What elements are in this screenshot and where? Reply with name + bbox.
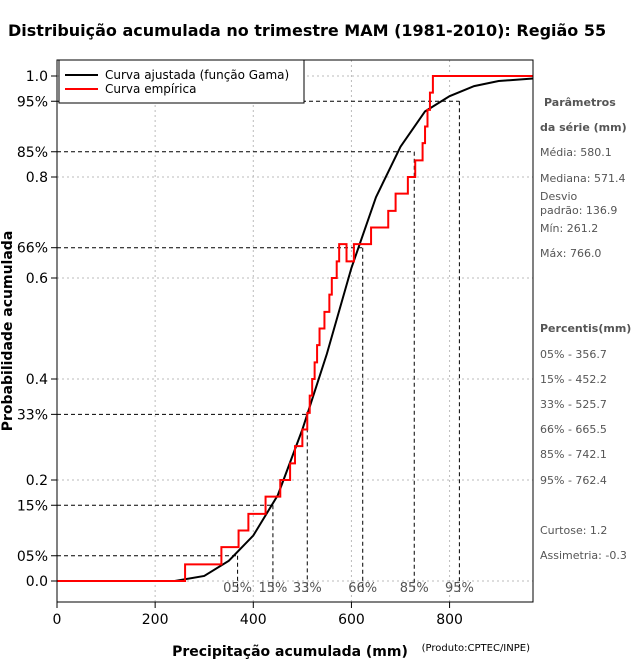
- y-pct-tick-label: 33%: [17, 407, 48, 423]
- y-tick-label: 0.8: [26, 170, 48, 186]
- legend-label-empirical: Curva empírica: [105, 82, 196, 96]
- legend: Curva ajustada (função Gama) Curva empír…: [58, 59, 305, 104]
- grid: [56, 60, 533, 602]
- stat-assimetria: Assimetria: -0.3: [540, 549, 627, 562]
- stat-media: Média: 580.1: [540, 146, 612, 159]
- x-tick-label: 400: [240, 612, 267, 628]
- y-tick-label: 0.2: [26, 473, 48, 489]
- y-axis-label: Probabilidade acumulada: [0, 231, 16, 432]
- x-tick-label: 0: [53, 612, 62, 628]
- stat-p05: 05% - 356.7: [540, 348, 607, 361]
- params-title-2: da série (mm): [540, 121, 627, 134]
- params-title-1: Parâmetros: [544, 96, 616, 109]
- percentile-label: 33%: [293, 581, 322, 596]
- legend-box: [58, 59, 305, 104]
- x-tick-label: 200: [142, 612, 169, 628]
- stat-p95: 95% - 762.4: [540, 474, 607, 487]
- source-note: (Produto:CPTEC/INPE): [422, 643, 530, 654]
- stat-desvio-2: padrão: 136.9: [540, 204, 618, 217]
- series-line-gamma: [57, 77, 534, 582]
- y-pct-tick-label: 15%: [17, 498, 48, 514]
- stat-mediana: Mediana: 571.4: [540, 172, 626, 185]
- stat-curtose: Curtose: 1.2: [540, 524, 608, 537]
- y-tick-label: 0.4: [26, 372, 48, 388]
- x-tick-label: 600: [338, 612, 365, 628]
- x-tick-label: 800: [436, 612, 463, 628]
- percentile-label: 95%: [445, 581, 474, 596]
- stat-p33: 33% - 525.7: [540, 398, 607, 411]
- plot-frame: [56, 59, 534, 603]
- stat-min: Mín: 261.2: [540, 222, 599, 235]
- series-line-empirical: [57, 75, 533, 582]
- percentile-lines: 05% 15% 33% 66% 85% 95%: [57, 100, 474, 596]
- stat-max: Máx: 766.0: [540, 247, 602, 260]
- stat-p66: 66% - 665.5: [540, 423, 607, 436]
- y-tick-label: 0.6: [26, 271, 48, 287]
- x-axis-label: Precipitação acumulada (mm): [172, 644, 408, 660]
- axes: 0 200 400 600 800 0.0 0.2 0.4 0.6 0.8 1.0 05% 15% 33%…: [17, 69, 463, 628]
- y-pct-tick-label: 66%: [17, 241, 48, 257]
- y-tick-label: 0.0: [26, 574, 48, 590]
- series-layer: [57, 75, 534, 582]
- y-pct-tick-label: 05%: [17, 549, 48, 565]
- stat-desvio-1: Desvio: [540, 190, 578, 203]
- chart-title: Distribuição acumulada no trimestre MAM …: [8, 21, 606, 40]
- stat-p15: 15% - 452.2: [540, 373, 607, 386]
- y-pct-tick-label: 95%: [17, 94, 48, 110]
- stat-p85: 85% - 742.1: [540, 448, 607, 461]
- legend-label-gamma: Curva ajustada (função Gama): [105, 68, 289, 82]
- percentile-label: 66%: [348, 581, 377, 596]
- percentile-label: 05%: [223, 581, 252, 596]
- percentile-label: 85%: [400, 581, 429, 596]
- y-pct-tick-label: 85%: [17, 145, 48, 161]
- percentis-title: Percentis(mm): [540, 322, 632, 335]
- percentile-label: 15%: [258, 581, 287, 596]
- y-tick-label: 1.0: [26, 69, 48, 85]
